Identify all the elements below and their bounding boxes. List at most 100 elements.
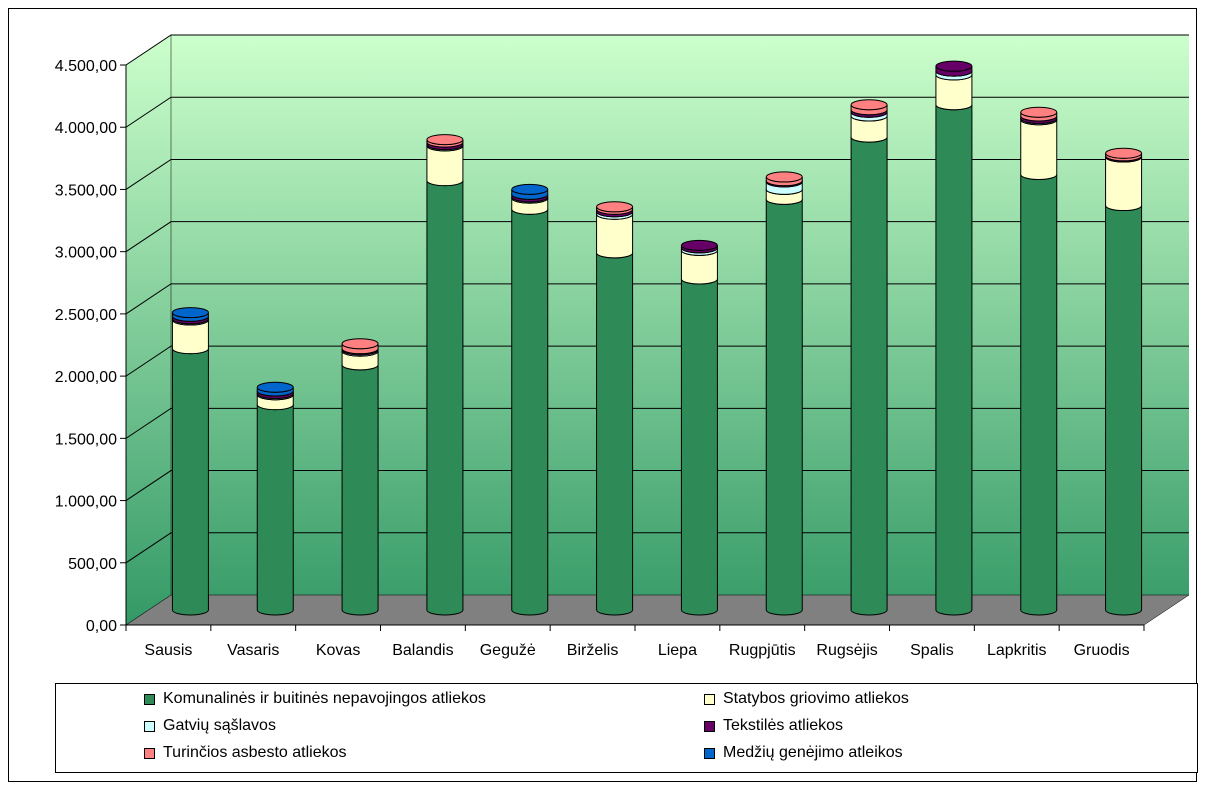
bar-body (680, 278, 718, 616)
legend-item: Turinčios asbesto atliekos (144, 744, 347, 762)
bar-segment (426, 175, 464, 616)
y-tick-label: 4.000,00 (55, 120, 117, 137)
bar-segment (511, 203, 549, 616)
gridline (125, 96, 1189, 128)
bar-segment (935, 99, 973, 616)
bar-segment (171, 307, 209, 322)
bar-body (511, 209, 549, 616)
bar-top (1105, 147, 1143, 159)
bar-segment (850, 99, 888, 116)
bar-top (256, 381, 294, 393)
legend-swatch (704, 747, 715, 759)
gridline (125, 158, 1189, 190)
legend-swatch (704, 693, 715, 705)
legend-label: Medžių genėjimo atleikos (723, 744, 903, 761)
bar-segment (511, 183, 549, 200)
legend-swatch (144, 693, 155, 705)
x-tick-label: Gruodis (1074, 642, 1130, 659)
x-tick-label: Sausis (144, 642, 192, 659)
bar-body (1105, 156, 1143, 212)
bar-body (426, 145, 464, 187)
bar-body (765, 199, 803, 616)
bar-top (171, 307, 209, 319)
bar-segment (171, 343, 209, 616)
bar-top (680, 239, 718, 251)
gridline (125, 532, 1189, 564)
bar-top (765, 171, 803, 183)
side-wall (125, 34, 172, 626)
bar-segment (680, 239, 718, 254)
x-tick-label: Birželis (567, 642, 619, 659)
legend-item: Komunalinės ir buitinės nepavojingos atl… (144, 690, 486, 708)
gridline (125, 470, 1189, 501)
bar-segment (1105, 200, 1143, 616)
x-tick-label: Liepa (658, 642, 697, 659)
y-tick-label: 3.500,00 (55, 182, 117, 199)
bar-body (426, 180, 464, 616)
gridline (125, 407, 1189, 439)
gridline (125, 283, 1189, 315)
bar-body (596, 214, 634, 259)
legend-label: Statybos griovimo atliekos (723, 690, 909, 707)
bar-segment (1020, 168, 1058, 616)
legend-item: Statybos griovimo atliekos (704, 690, 909, 708)
bar-segment (850, 131, 888, 616)
y-tick-label: 3.000,00 (55, 245, 117, 262)
bar-segment (426, 134, 464, 148)
legend: Komunalinės ir buitinės nepavojingos atl… (55, 683, 1198, 773)
bar-segment (765, 193, 803, 616)
bar-body (1105, 205, 1143, 616)
bar-segment (341, 359, 379, 616)
x-tick-label: Vasaris (227, 642, 279, 659)
bar-body (935, 104, 973, 616)
y-tick-label: 0,00 (86, 618, 117, 635)
bar-body (341, 364, 379, 616)
bar-top (341, 338, 379, 350)
legend-item: Gatvių sąšlavos (144, 717, 276, 735)
gridline (125, 34, 1189, 66)
chart-svg: 0,00 500,00 1.000,00 1.500,00 2.000,00 2.500,… (55, 34, 1190, 659)
chart-frame: 0,00 500,00 1.000,00 1.500,00 2.000,00 2.500,… (8, 8, 1197, 782)
bar-segment (596, 247, 634, 616)
legend-swatch (704, 720, 715, 732)
x-tick-label: Lapkritis (987, 642, 1047, 659)
bar-segment (256, 399, 294, 616)
bar-segment (596, 201, 634, 215)
bar-segment (680, 273, 718, 616)
y-tick-label: 1.000,00 (55, 494, 117, 511)
legend-label: Komunalinės ir buitinės nepavojingos atl… (163, 690, 486, 707)
bar-segment (256, 381, 294, 397)
legend-item: Medžių genėjimo atleikos (704, 744, 903, 762)
y-tick-label: 4.500,00 (55, 58, 117, 75)
y-tick-label: 2.000,00 (55, 369, 117, 386)
legend-label: Turinčios asbesto atliekos (163, 744, 347, 761)
legend-swatch (144, 720, 155, 732)
x-tick-label: Rugsėjis (816, 642, 877, 659)
x-tick-label: Gegužė (480, 642, 536, 659)
bar-top (511, 183, 549, 195)
bar-segment (1105, 147, 1143, 162)
bar-body (171, 348, 209, 616)
legend-swatch (144, 747, 155, 759)
bar-body (596, 252, 634, 616)
y-tick-label: 2.500,00 (55, 307, 117, 324)
bar-body (1020, 174, 1058, 616)
x-tick-label: Spalis (910, 642, 954, 659)
bar-segment (341, 338, 379, 355)
back-wall (126, 35, 1189, 625)
bar-body (256, 404, 294, 616)
bar-top (596, 201, 634, 213)
y-tick-label: 1.500,00 (55, 431, 117, 448)
bar-segment (1020, 106, 1058, 122)
bar-body (850, 136, 888, 616)
gridline (125, 221, 1189, 253)
x-tick-label: Kovas (316, 642, 360, 659)
x-tick-label: Balandis (392, 642, 453, 659)
bar-body (1020, 119, 1058, 180)
bar-top (850, 99, 888, 111)
bar-top (935, 60, 973, 72)
bar-segment (935, 60, 973, 77)
legend-label: Gatvių sąšlavos (163, 717, 276, 734)
legend-item: Tekstilės atliekos (704, 717, 843, 735)
gridline (125, 345, 1189, 377)
